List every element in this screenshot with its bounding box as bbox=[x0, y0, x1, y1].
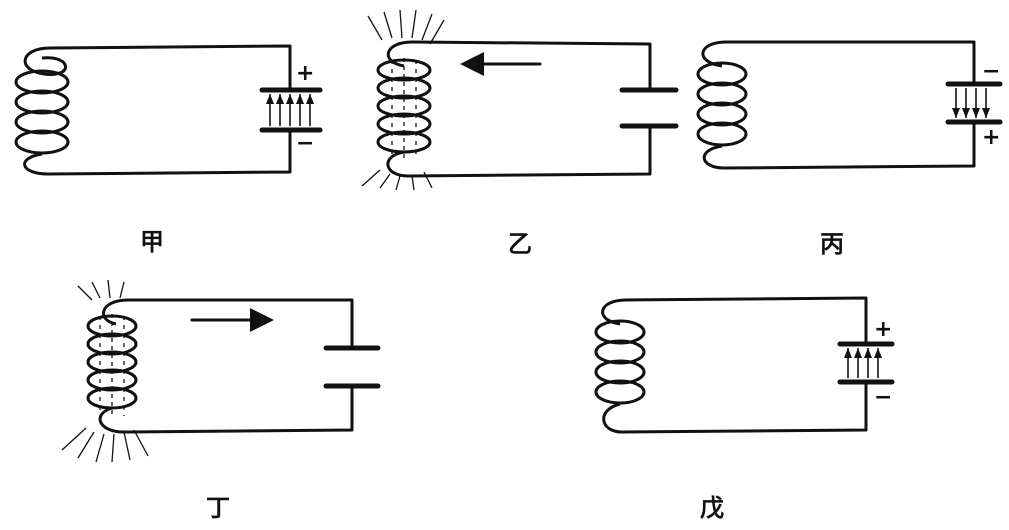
circuit-ding-label: 丁 bbox=[206, 494, 230, 522]
circuit-ding-capacitor bbox=[323, 345, 381, 389]
circuit-jia: + − 甲 bbox=[14, 44, 323, 256]
circuit-bing-bottom-sign: + bbox=[982, 125, 1000, 150]
circuit-wu-wire bbox=[620, 296, 868, 434]
circuit-jia-capacitor bbox=[259, 87, 323, 133]
circuit-jia-wire bbox=[46, 44, 292, 176]
circuit-wu: + − 戊 bbox=[594, 296, 895, 522]
circuit-wu-capacitor bbox=[837, 341, 895, 385]
circuit-jia-coil bbox=[14, 46, 70, 176]
circuit-wu-bottom-sign: − bbox=[874, 385, 892, 410]
circuit-bing-wire bbox=[722, 40, 976, 170]
circuit-bing-coil bbox=[696, 40, 748, 170]
circuit-yi-wire bbox=[406, 40, 652, 178]
circuit-jia-label: 甲 bbox=[140, 228, 164, 256]
circuit-yi: 乙 bbox=[361, 9, 679, 258]
circuit-wu-label: 戊 bbox=[700, 494, 724, 522]
circuit-wu-coil bbox=[594, 298, 646, 434]
circuit-jia-bottom-sign: − bbox=[296, 131, 314, 156]
circuit-ding-magnetic-field bbox=[61, 279, 149, 463]
circuit-yi-label: 乙 bbox=[508, 230, 532, 258]
circuit-yi-magnetic-field bbox=[361, 9, 445, 191]
circuit-bing-top-sign: − bbox=[982, 59, 1000, 84]
circuit-yi-capacitor bbox=[619, 87, 679, 129]
circuit-wu-top-sign: + bbox=[874, 317, 892, 342]
circuit-yi-coil bbox=[361, 9, 445, 191]
circuit-ding: 丁 bbox=[61, 279, 381, 522]
circuit-bing-capacitor bbox=[945, 81, 1003, 125]
circuit-jia-top-sign: + bbox=[296, 61, 314, 86]
circuit-ding-wire bbox=[122, 298, 354, 434]
circuit-bing: − + 丙 bbox=[696, 40, 1003, 258]
circuit-bing-label: 丙 bbox=[820, 230, 844, 258]
circuit-ding-coil bbox=[61, 279, 149, 463]
